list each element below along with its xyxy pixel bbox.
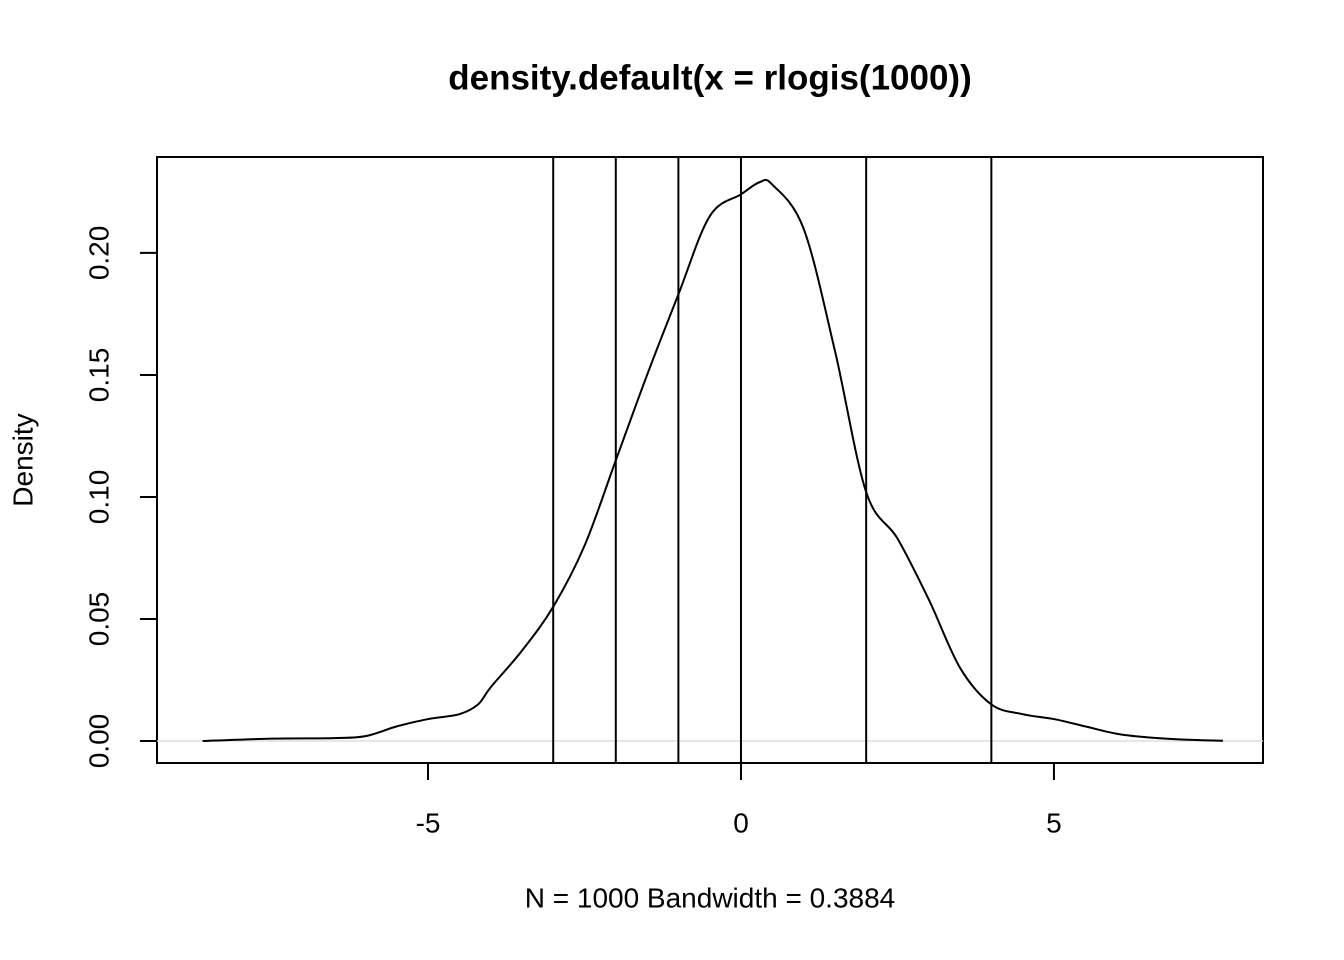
chart-title: density.default(x = rlogis(1000)) xyxy=(448,58,972,97)
y-tick-label: 0.10 xyxy=(83,470,114,525)
plot-frame xyxy=(156,156,1264,764)
x-axis-label: N = 1000 Bandwidth = 0.3884 xyxy=(525,882,896,913)
y-tick-label: 0.20 xyxy=(83,226,114,280)
x-tick-label: 0 xyxy=(733,807,749,838)
y-tick-label: 0.00 xyxy=(83,714,114,769)
x-tick-label: -5 xyxy=(416,807,441,838)
density-line xyxy=(202,178,1223,743)
y-axis-label: Density xyxy=(7,413,38,506)
y-tick-label: 0.15 xyxy=(83,348,114,403)
y-tick-label: 0.05 xyxy=(83,592,114,647)
x-tick-label: 5 xyxy=(1046,807,1062,838)
